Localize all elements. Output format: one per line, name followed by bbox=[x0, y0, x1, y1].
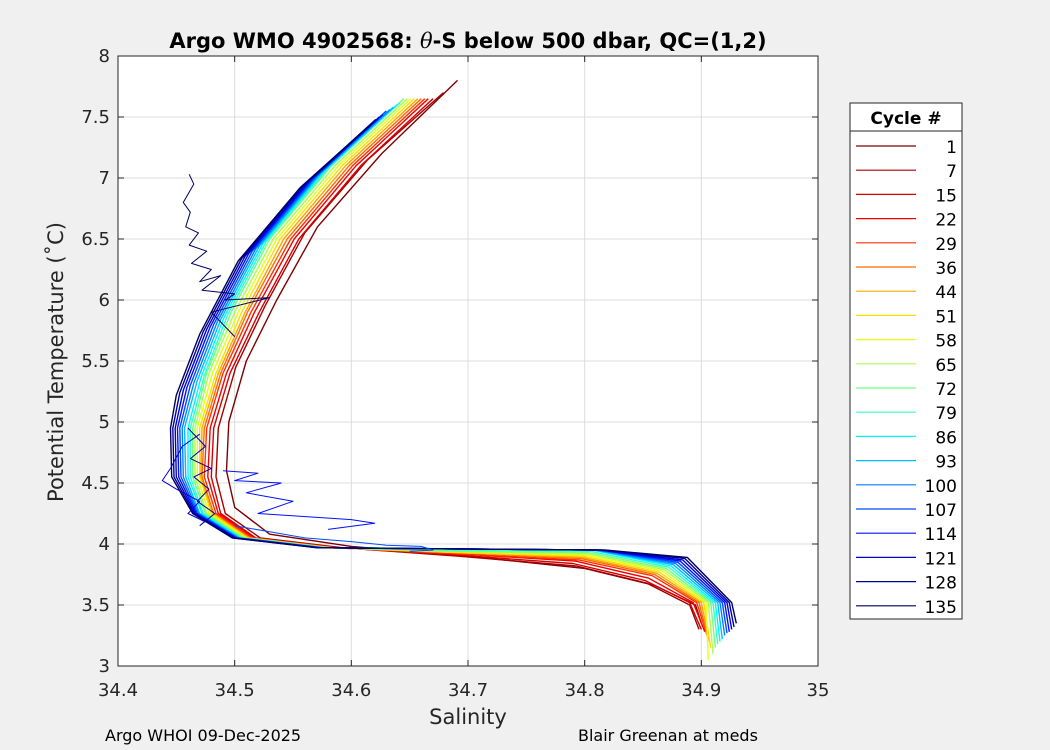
profile-line-cycle-114 bbox=[222, 470, 376, 530]
legend-title: Cycle # bbox=[870, 109, 941, 129]
legend-label: 100 bbox=[925, 477, 957, 497]
y-tick-label: 8 bbox=[99, 46, 110, 67]
legend-label: 15 bbox=[935, 186, 957, 206]
profile-line-cycle-58 bbox=[196, 98, 709, 660]
legend-label: 65 bbox=[935, 356, 957, 376]
legend-entries: 1 7 15 22 29 36 44 51 58 65 72 79 86 93 100 107 114 121 12… bbox=[856, 138, 957, 618]
y-tick-labels: 3 3.5 4 4.5 5 5.5 6 6.5 7 7.5 8 bbox=[81, 46, 110, 677]
title-suffix: -S below 500 dbar, QC=(1,2) bbox=[433, 29, 767, 53]
legend-label: 107 bbox=[925, 501, 957, 521]
profile-line-cycle-107 bbox=[234, 525, 434, 552]
profile-line-cycle-86 bbox=[187, 104, 721, 642]
legend-label: 29 bbox=[935, 235, 957, 255]
y-tick-label: 6.5 bbox=[81, 229, 110, 250]
tick-marks bbox=[117, 55, 819, 667]
x-tick-label: 34.4 bbox=[98, 680, 138, 701]
y-tick-label: 6 bbox=[99, 290, 110, 311]
x-tick-label: 34.5 bbox=[215, 680, 255, 701]
legend-label: 51 bbox=[935, 307, 957, 327]
profile-line-cycle-135 bbox=[182, 174, 271, 337]
legend-label: 135 bbox=[925, 598, 957, 618]
title-prefix: Argo WMO 4902568: bbox=[169, 29, 420, 53]
profile-line-cycle-121 bbox=[161, 433, 206, 523]
profile-line-cycle-22 bbox=[207, 98, 706, 633]
x-tick-label: 34.9 bbox=[681, 680, 721, 701]
legend-label: 93 bbox=[935, 453, 957, 473]
x-tick-label: 34.8 bbox=[565, 680, 605, 701]
y-tick-label: 3.5 bbox=[81, 595, 110, 616]
y-tick-label: 4.5 bbox=[81, 473, 110, 494]
legend: Cycle # 1 7 15 22 29 36 44 51 58 65 72 79 86 93 100 107… bbox=[849, 102, 963, 620]
legend-label: 36 bbox=[935, 259, 957, 279]
y-tick-label: 7 bbox=[99, 168, 110, 189]
profile-line-cycle-7 bbox=[215, 92, 700, 630]
profile-line-cycle-128 bbox=[187, 427, 216, 527]
legend-label: 7 bbox=[946, 162, 957, 182]
legend-label: 44 bbox=[935, 283, 957, 303]
legend-label: 86 bbox=[935, 428, 957, 448]
legend-label: 72 bbox=[935, 380, 957, 400]
title-theta: θ bbox=[420, 29, 433, 53]
footer-right: Blair Greenan at meds bbox=[578, 726, 758, 745]
grid-lines bbox=[118, 56, 818, 666]
profile-line-cycle-15 bbox=[210, 98, 702, 630]
y-tick-label: 5.5 bbox=[81, 351, 110, 372]
profile-line-cycle-72 bbox=[192, 98, 716, 648]
legend-label: 58 bbox=[935, 332, 957, 352]
y-tick-label: 3 bbox=[99, 656, 110, 677]
legend-label: 1 bbox=[946, 138, 957, 158]
x-axis-label: Salinity bbox=[429, 705, 507, 729]
legend-label: 114 bbox=[925, 525, 957, 545]
profile-lines bbox=[161, 79, 737, 660]
profile-line-cycle-135 bbox=[169, 122, 737, 624]
profile-line-cycle-51 bbox=[199, 98, 712, 648]
legend-label: 79 bbox=[935, 404, 957, 424]
y-tick-label: 4 bbox=[99, 534, 110, 555]
x-tick-label: 34.6 bbox=[331, 680, 371, 701]
legend-label: 121 bbox=[925, 549, 957, 569]
chart-title: Argo WMO 4902568: θ-S below 500 dbar, QC… bbox=[169, 29, 766, 53]
x-tick-label: 34.7 bbox=[448, 680, 488, 701]
x-tick-labels: 34.4 34.5 34.6 34.7 34.8 34.9 35 bbox=[98, 680, 829, 701]
legend-label: 128 bbox=[925, 574, 957, 594]
y-tick-label: 7.5 bbox=[81, 107, 110, 128]
x-tick-label: 35 bbox=[807, 680, 830, 701]
profile-line-cycle-29 bbox=[203, 98, 708, 636]
y-tick-label: 5 bbox=[99, 412, 110, 433]
y-axis-label: Potential Temperature (˚C) bbox=[44, 222, 68, 502]
footer-left: Argo WHOI 09-Dec-2025 bbox=[105, 726, 302, 745]
legend-label: 22 bbox=[935, 211, 957, 231]
